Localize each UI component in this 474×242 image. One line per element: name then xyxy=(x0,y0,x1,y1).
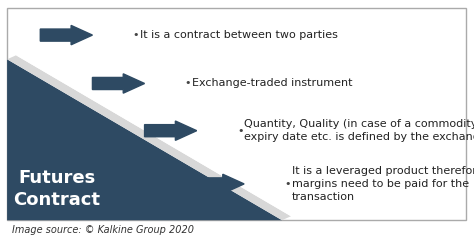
Text: Exchange-traded instrument: Exchange-traded instrument xyxy=(192,78,353,89)
Text: Image source: © Kalkine Group 2020: Image source: © Kalkine Group 2020 xyxy=(12,225,194,235)
Bar xyxy=(7,8,466,220)
Text: Futures
Contract: Futures Contract xyxy=(13,169,100,209)
Text: •: • xyxy=(237,126,244,136)
Text: It is a contract between two parties: It is a contract between two parties xyxy=(140,30,337,40)
FancyArrow shape xyxy=(145,121,197,140)
Text: •: • xyxy=(185,78,191,89)
Polygon shape xyxy=(7,59,282,220)
FancyArrow shape xyxy=(40,25,92,45)
FancyArrow shape xyxy=(92,74,145,93)
Text: •: • xyxy=(284,179,291,189)
Polygon shape xyxy=(7,55,291,220)
FancyArrow shape xyxy=(192,174,244,194)
Text: •: • xyxy=(133,30,139,40)
Text: It is a leveraged product therefore only
margins need to be paid for the
transac: It is a leveraged product therefore only… xyxy=(292,166,474,202)
Text: Quantity, Quality (in case of a commodity), tick size,
expiry date etc. is defin: Quantity, Quality (in case of a commodit… xyxy=(244,119,474,142)
Polygon shape xyxy=(16,52,298,216)
